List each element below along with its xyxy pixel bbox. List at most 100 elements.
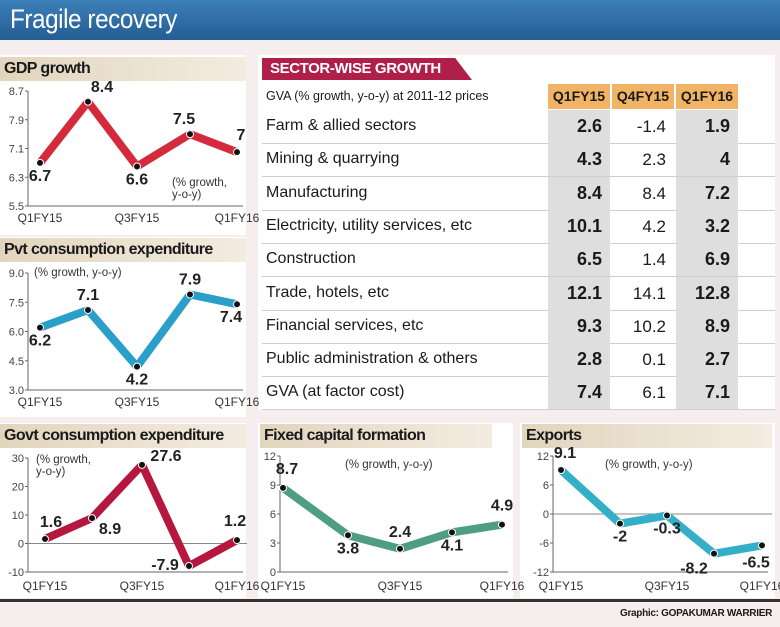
table-cell: 2.8 (548, 343, 610, 377)
table-row: GVA (at factor cost) 7.4 6.1 7.1 (262, 376, 775, 411)
series-line (558, 467, 763, 558)
data-point (88, 514, 96, 523)
y-tick-label: 8.7 (9, 86, 24, 98)
data-point (233, 148, 241, 157)
y-tick-label: 6.3 (9, 172, 24, 184)
data-label: -6.5 (742, 554, 770, 571)
data-label: -7.9 (151, 557, 179, 574)
data-point (186, 130, 194, 139)
data-point (133, 162, 141, 171)
sector-label: Mining & quarrying (266, 150, 400, 168)
sector-label: Farm & allied sectors (266, 117, 417, 134)
x-tick-label: Q3FY15 (115, 211, 160, 225)
column-header: Q4FY15 (612, 84, 674, 109)
unit-note: (% growth, (172, 177, 227, 189)
data-label: 4.2 (126, 372, 148, 389)
x-tick-label: Q3FY15 (120, 579, 165, 593)
data-label: -2 (613, 529, 627, 546)
table-cell: 7.2 (676, 176, 738, 210)
y-tick-label: 12 (264, 451, 276, 463)
unit-note: (% growth, y-o-y) (605, 459, 693, 471)
y-tick-label: 0 (270, 567, 276, 579)
table-cell: 8.4 (642, 183, 666, 203)
y-tick-label: 6 (270, 509, 276, 521)
x-tick-label: Q1FY16 (480, 579, 525, 593)
sector-label: Electricity, utility services, etc (266, 216, 472, 234)
table-row: Electricity, utility services, etc 10.1 4.… (262, 209, 775, 244)
data-label: 1.6 (40, 514, 62, 531)
unit-note: (% growth, y-o-y) (345, 459, 433, 471)
table-cell: 7.1 (676, 376, 738, 410)
x-tick-label: Q1FY15 (18, 211, 63, 225)
x-tick-label: Q1FY16 (215, 211, 260, 225)
footer-divider (0, 599, 780, 602)
y-tick-label: 6.0 (9, 327, 24, 339)
y-tick-label: 12 (537, 451, 549, 463)
y-tick-label: 0 (18, 539, 24, 551)
x-tick-label: Q1FY16 (215, 395, 260, 409)
y-tick-label: 6 (543, 480, 549, 492)
data-point (498, 520, 506, 529)
data-point (185, 562, 193, 571)
data-label: 6.7 (29, 168, 51, 185)
data-label: 7.9 (179, 271, 201, 288)
data-point (448, 528, 456, 537)
data-label: 27.6 (150, 448, 181, 465)
table-cell: 8.4 (548, 176, 610, 210)
data-point (41, 534, 49, 543)
table-cell: 9.3 (548, 309, 610, 343)
table-cell: 2.3 (642, 150, 666, 170)
y-tick-label: 4.5 (9, 356, 24, 368)
table-cell: 0.1 (642, 350, 666, 370)
data-point (133, 362, 141, 371)
column-header: Q1FY16 (676, 84, 738, 109)
data-point (758, 541, 766, 550)
table-cell: 8.9 (676, 309, 738, 343)
table-cell: 3.2 (676, 209, 738, 243)
y-tick-label: 9.0 (9, 268, 24, 280)
data-point (344, 531, 352, 540)
x-tick-label: Q1FY15 (18, 395, 63, 409)
table-row: Financial services, etc 9.3 10.2 8.9 (262, 309, 775, 344)
data-label: 1.2 (224, 513, 246, 530)
table-cell: 1.9 (676, 110, 738, 143)
y-tick-label: 3.0 (9, 385, 24, 397)
y-tick-label: 5.5 (9, 201, 24, 213)
unit-note: y-o-y) (36, 466, 66, 478)
x-tick-label: Q1FY15 (539, 579, 584, 593)
y-tick-label: 3 (270, 538, 276, 550)
data-label: 7.4 (220, 309, 242, 326)
data-label: 8.9 (99, 521, 121, 538)
table-cell: 12.1 (548, 276, 610, 310)
x-tick-label: Q3FY15 (115, 395, 160, 409)
data-label: 6.2 (29, 333, 51, 350)
chart-title: Fixed capital formation (260, 424, 492, 448)
sector-label: GVA (at factor cost) (266, 383, 405, 401)
data-label: 7.1 (77, 287, 99, 304)
data-label: 7 (237, 127, 246, 144)
unit-note: (% growth, (36, 454, 91, 466)
data-label: 3.8 (337, 540, 359, 557)
y-tick-label: 20 (12, 482, 24, 494)
sector-label: Financial services, etc (266, 316, 424, 334)
data-point (616, 519, 624, 528)
table-cell: -1.4 (636, 117, 666, 136)
unit-note: (% growth, y-o-y) (34, 267, 122, 279)
y-tick-label: 7.5 (9, 297, 24, 309)
y-tick-label: 7.9 (9, 115, 24, 127)
data-label: -8.2 (680, 561, 708, 578)
table-cell: 4.3 (548, 143, 610, 177)
table-cell: 12.8 (676, 276, 738, 310)
table-cell: 2.6 (548, 110, 610, 143)
title-bar: Fragile recovery (0, 0, 780, 40)
govt-panel (0, 423, 246, 598)
y-tick-label: 9 (270, 480, 276, 492)
series-line (38, 290, 238, 371)
table-cell: 1.4 (642, 250, 666, 270)
y-tick-label: 10 (12, 510, 24, 522)
data-point (663, 511, 671, 520)
fixed-panel (258, 423, 513, 598)
x-tick-label: Q3FY15 (645, 579, 690, 593)
y-tick-label: -10 (8, 567, 24, 579)
sector-label: Construction (266, 250, 356, 268)
